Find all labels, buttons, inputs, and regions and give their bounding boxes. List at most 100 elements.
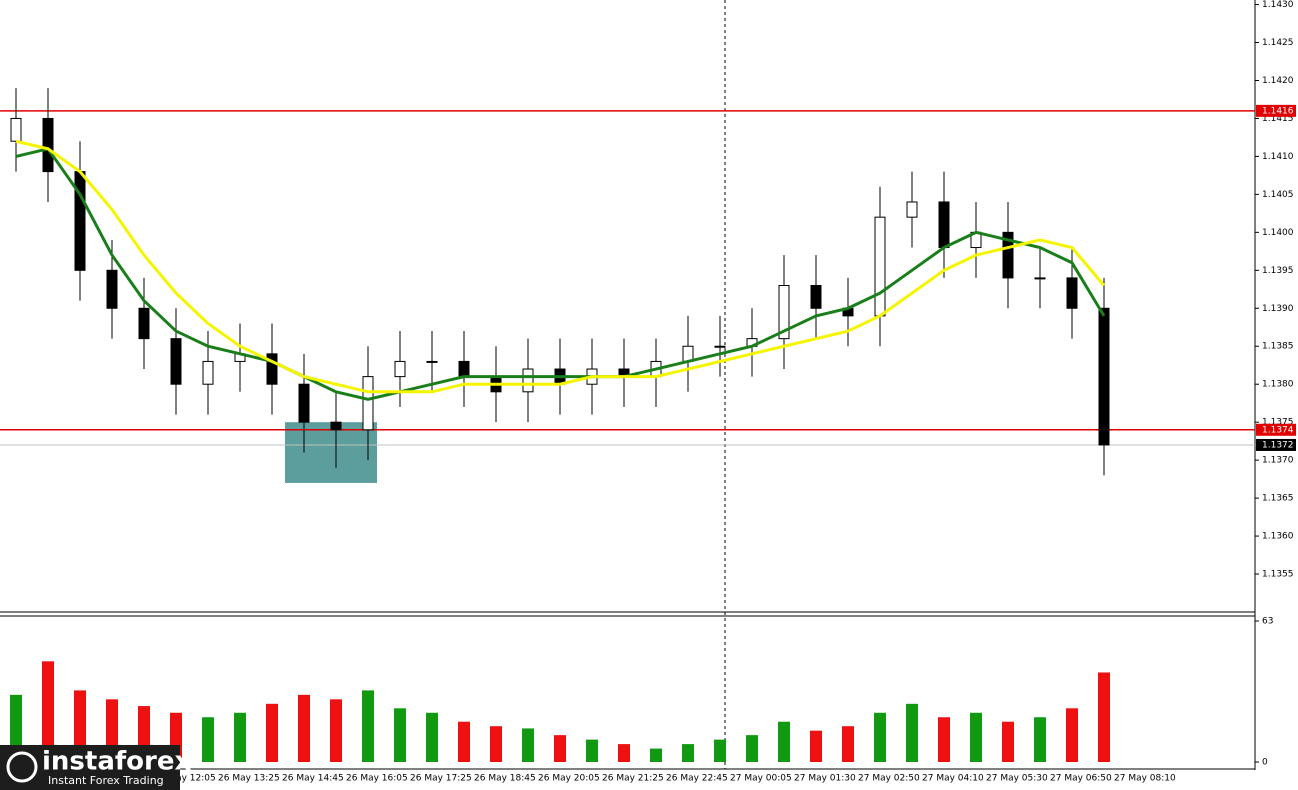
moving-average: [15, 139, 1106, 394]
x-tick-label: 27 May 05:30: [986, 774, 1048, 784]
moving-average: [15, 147, 1106, 401]
volume-bar: [266, 703, 278, 762]
volume-bar: [1034, 717, 1046, 762]
volume-bar: [1066, 708, 1078, 762]
candle-body: [42, 117, 54, 173]
level-tag: [1256, 438, 1296, 451]
y-tick-label: 1.1370: [1262, 456, 1294, 466]
y-tick-label: 1.1395: [1262, 266, 1294, 276]
x-tick-label: 26 May 17:25: [410, 774, 472, 784]
candle-body: [1002, 231, 1014, 279]
x-tick-label: 26 May 21:25: [602, 774, 664, 784]
logo-icon: [6, 751, 38, 783]
volume-bar: [650, 748, 662, 762]
candle-body: [298, 383, 310, 423]
x-tick-label: 26 May 14:45: [282, 774, 344, 784]
y-tick-label: 1.1375: [1262, 418, 1294, 428]
x-tick-label: 27 May 01:30: [794, 774, 856, 784]
x-tick-label: 27 May 08:10: [1114, 774, 1176, 784]
x-tick-label: 27 May 00:05: [730, 774, 792, 784]
x-tick-label: 26 May 12:05: [154, 774, 216, 784]
volume-bar: [394, 708, 406, 762]
volume-bar: [874, 712, 886, 762]
x-tick-label: 27 May 02:50: [858, 774, 920, 784]
candle-body: [330, 421, 342, 431]
volume-bar: [810, 730, 822, 762]
y-tick-label: 1.1415: [1262, 114, 1294, 124]
y-tick-label: 1.1380: [1262, 380, 1294, 390]
y-tick-label: 1.1400: [1262, 228, 1294, 238]
volume-bar: [522, 728, 534, 762]
level-label: 1.1372: [1262, 440, 1294, 450]
y-tick-label: 1.1390: [1262, 304, 1294, 314]
volume-bar: [234, 712, 246, 762]
brand-tagline: Instant Forex Trading: [48, 774, 164, 787]
level-tag: [1256, 423, 1296, 436]
x-tick-label: 26 May 20:05: [538, 774, 600, 784]
volume-bar: [298, 694, 310, 762]
x-tick-label: 26 May 16:05: [346, 774, 408, 784]
volume-bar: [938, 717, 950, 762]
volume-bar: [778, 721, 790, 762]
candle-body: [778, 284, 790, 340]
volume-bar: [74, 690, 86, 762]
level-label: 1.1416: [1262, 106, 1294, 116]
y-tick-label: 1.1430: [1262, 0, 1294, 10]
candle-body: [202, 360, 214, 385]
level-tag: [1256, 104, 1296, 117]
volume-bar: [1098, 672, 1110, 762]
y-tick-label: 1.1405: [1262, 190, 1294, 200]
x-tick-label: 27 May 04:10: [922, 774, 984, 784]
volume-bar: [330, 699, 342, 762]
volume-bar: [586, 739, 598, 762]
volume-bar: [970, 712, 982, 762]
candle-body: [874, 216, 886, 317]
y-tick-label: 1.1425: [1262, 38, 1294, 48]
x-tick-label: 27 May 06:50: [1050, 774, 1112, 784]
zone: [285, 422, 377, 483]
y-tick-label: 1.1365: [1262, 494, 1294, 504]
candle-body: [1098, 307, 1110, 446]
candle-body: [714, 345, 726, 348]
candle-body: [266, 353, 278, 385]
candle-body: [362, 376, 374, 431]
x-tick-label: 26 May 22:45: [666, 774, 728, 784]
volume-bar: [618, 744, 630, 762]
volume-bar: [458, 721, 470, 762]
candle-body: [106, 269, 118, 309]
volume-bar: [42, 661, 54, 762]
candle-body: [74, 171, 86, 271]
candle-body: [810, 284, 822, 309]
candle-body: [458, 360, 470, 378]
brand: instaforex: [42, 747, 192, 777]
y-tick-label: 1.1355: [1262, 570, 1294, 580]
volume-bar: [490, 726, 502, 762]
candle-body: [522, 368, 534, 393]
candle-body: [1034, 277, 1046, 280]
candle-body: [1066, 277, 1078, 309]
candle-body: [938, 201, 950, 249]
volume-bar: [842, 726, 854, 762]
y-tick-label: 1.1410: [1262, 152, 1294, 162]
volume-bar: [202, 717, 214, 762]
y-tick-label: 1.1420: [1262, 76, 1294, 86]
y-tick-label: 0: [1262, 758, 1268, 768]
y-tick-label: 1.1385: [1262, 342, 1294, 352]
logo-bg: [0, 745, 180, 790]
volume-bar: [1002, 721, 1014, 762]
volume-bar: [906, 703, 918, 762]
volume-bar: [746, 735, 758, 762]
x-tick-label: 26 May 13:25: [218, 774, 280, 784]
x-tick-label: 26 May 18:45: [474, 774, 536, 784]
volume-bar: [362, 690, 374, 762]
volume-bar: [554, 735, 566, 762]
candle-body: [138, 307, 150, 340]
logo: instaforex Instant Forex Trading: [0, 745, 192, 790]
y-tick-label: 63: [1262, 617, 1273, 627]
candle-body: [170, 338, 182, 385]
candle-body: [394, 360, 406, 378]
candle-body: [10, 117, 22, 142]
y-tick-label: 1.1360: [1262, 532, 1294, 542]
